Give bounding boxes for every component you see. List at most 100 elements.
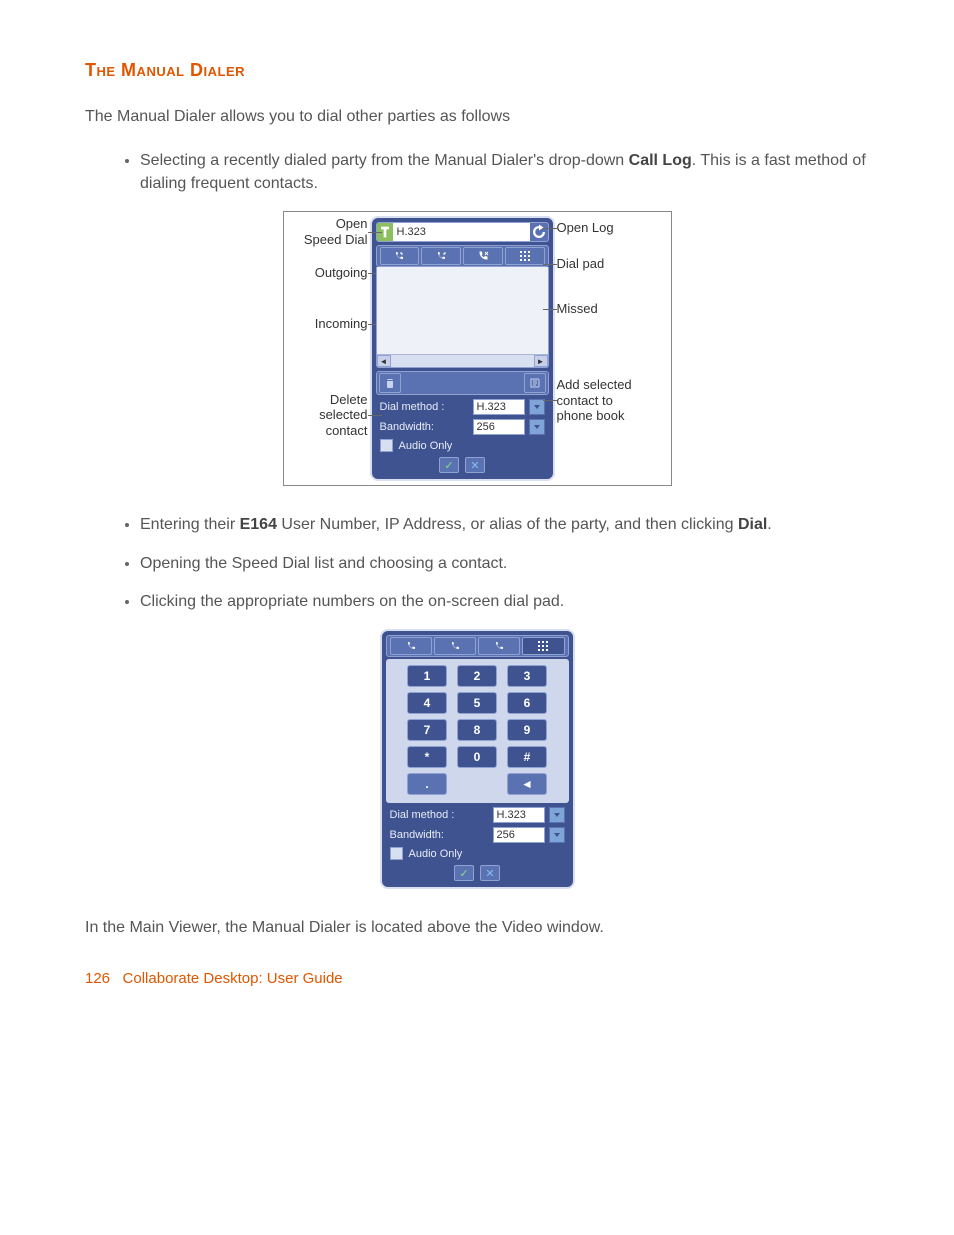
tab-dialpad[interactable]: [522, 637, 564, 655]
phone-in-icon: [435, 250, 447, 262]
chevron-down-icon: [532, 402, 542, 412]
chevron-down-icon: [552, 830, 562, 840]
audio-only-checkbox[interactable]: [390, 847, 403, 860]
figure-dialpad: 1 2 3 4 5 6 7 8 9 * 0 # . ◄ Dial method …: [85, 629, 869, 889]
closing-paragraph: In the Main Viewer, the Manual Dialer is…: [85, 917, 869, 939]
bullet-item: Opening the Speed Dial list and choosing…: [140, 553, 869, 575]
delete-contact-button[interactable]: [379, 373, 401, 393]
annotation-column-right: Open Log Dial pad Missed Add selected co…: [555, 216, 667, 424]
manual-dialer-panel: H.323: [370, 216, 555, 481]
phone-out-icon: [405, 640, 417, 652]
key-7[interactable]: 7: [407, 719, 447, 741]
tab-outgoing[interactable]: [380, 247, 420, 265]
key-6[interactable]: 6: [507, 692, 547, 714]
bullet-list-bottom: Entering their E164 User Number, IP Addr…: [85, 514, 869, 613]
key-5[interactable]: 5: [457, 692, 497, 714]
key-8[interactable]: 8: [457, 719, 497, 741]
figure-frame: Open Speed Dial Outgoing Incoming Delete…: [283, 211, 672, 486]
scroll-track[interactable]: [391, 355, 534, 367]
bullet-text: Entering their: [140, 516, 240, 533]
list-scrollbar[interactable]: ◄ ►: [377, 354, 548, 367]
bullet-list-top: Selecting a recently dialed party from t…: [85, 150, 869, 195]
phone-missed-icon: [477, 250, 489, 262]
cancel-button[interactable]: ✕: [480, 865, 500, 881]
scroll-left-arrow[interactable]: ◄: [377, 355, 391, 367]
dial-method-row: Dial method : H.323: [386, 807, 569, 823]
bandwidth-row: Bandwidth: 256: [376, 419, 549, 435]
bullet-item: Selecting a recently dialed party from t…: [140, 150, 869, 195]
contact-action-bar: [376, 371, 549, 395]
key-2[interactable]: 2: [457, 665, 497, 687]
add-to-phonebook-button[interactable]: [524, 373, 546, 393]
key-0[interactable]: 0: [457, 746, 497, 768]
tab-outgoing[interactable]: [390, 637, 432, 655]
phone-out-icon: [393, 250, 405, 262]
bullet-bold: Dial: [738, 516, 767, 533]
refresh-icon: [530, 223, 548, 241]
annotation-dial-pad: Dial pad: [557, 256, 667, 272]
ok-cancel-bar: ✓ ✕: [376, 457, 549, 473]
tab-missed[interactable]: [463, 247, 503, 265]
bandwidth-field[interactable]: 256: [473, 419, 525, 435]
key-9[interactable]: 9: [507, 719, 547, 741]
phone-in-icon: [449, 640, 461, 652]
scroll-right-arrow[interactable]: ►: [534, 355, 548, 367]
dial-method-dropdown[interactable]: [549, 807, 565, 823]
tab-incoming[interactable]: [434, 637, 476, 655]
audio-only-checkbox[interactable]: [380, 439, 393, 452]
bullet-text: .: [767, 516, 771, 533]
ok-cancel-bar: ✓ ✕: [386, 865, 569, 881]
address-field[interactable]: H.323: [393, 223, 530, 241]
bullet-text: User Number, IP Address, or alias of the…: [277, 516, 738, 533]
phone-missed-icon: [493, 640, 505, 652]
dial-method-field[interactable]: H.323: [493, 807, 545, 823]
footer-doc-title: Collaborate Desktop: User Guide: [123, 970, 343, 987]
key-star[interactable]: *: [407, 746, 447, 768]
tab-incoming[interactable]: [421, 247, 461, 265]
section-heading: The Manual Dialer: [85, 60, 869, 81]
bandwidth-label: Bandwidth:: [380, 421, 469, 433]
annotation-outgoing: Outgoing: [288, 265, 368, 281]
chevron-down-icon: [532, 422, 542, 432]
tab-missed[interactable]: [478, 637, 520, 655]
bandwidth-dropdown[interactable]: [549, 827, 565, 843]
dialpad-icon: [519, 250, 531, 262]
dialpad-icon: [537, 640, 549, 652]
key-dot[interactable]: .: [407, 773, 447, 795]
key-4[interactable]: 4: [407, 692, 447, 714]
bandwidth-label: Bandwidth:: [390, 829, 489, 841]
cancel-button[interactable]: ✕: [465, 457, 485, 473]
ok-button[interactable]: ✓: [454, 865, 474, 881]
bandwidth-row: Bandwidth: 256: [386, 827, 569, 843]
open-log-button[interactable]: [530, 223, 548, 241]
annotation-column-left: Open Speed Dial Outgoing Incoming Delete…: [288, 216, 370, 438]
page-footer: 126 Collaborate Desktop: User Guide: [85, 970, 869, 987]
key-1[interactable]: 1: [407, 665, 447, 687]
footer-page-number: 126: [85, 970, 110, 987]
dialer-address-bar: H.323: [376, 222, 549, 242]
bullet-bold: E164: [240, 516, 277, 533]
key-backspace[interactable]: ◄: [507, 773, 547, 795]
dial-method-label: Dial method :: [390, 809, 489, 821]
intro-paragraph: The Manual Dialer allows you to dial oth…: [85, 106, 869, 128]
annotation-open-speed-dial: Open Speed Dial: [288, 216, 368, 247]
ok-button[interactable]: ✓: [439, 457, 459, 473]
bullet-text: Selecting a recently dialed party from t…: [140, 152, 629, 169]
audio-only-label: Audio Only: [399, 440, 453, 452]
audio-only-row: Audio Only: [386, 847, 569, 860]
call-log-list[interactable]: ◄ ►: [376, 267, 549, 368]
tab-dialpad[interactable]: [505, 247, 545, 265]
key-hash[interactable]: #: [507, 746, 547, 768]
bandwidth-dropdown[interactable]: [529, 419, 545, 435]
dial-method-dropdown[interactable]: [529, 399, 545, 415]
dial-method-field[interactable]: H.323: [473, 399, 525, 415]
annotation-incoming: Incoming: [288, 316, 368, 332]
figure-dialer-annotated: Open Speed Dial Outgoing Incoming Delete…: [85, 211, 869, 486]
bullet-text: Clicking the appropriate numbers on the …: [140, 593, 564, 610]
bandwidth-field[interactable]: 256: [493, 827, 545, 843]
annotation-add-contact: Add selected contact to phone book: [557, 377, 667, 424]
key-3[interactable]: 3: [507, 665, 547, 687]
bullet-bold: Call Log: [629, 152, 692, 169]
audio-only-label: Audio Only: [409, 848, 463, 860]
annotation-missed: Missed: [557, 301, 667, 317]
